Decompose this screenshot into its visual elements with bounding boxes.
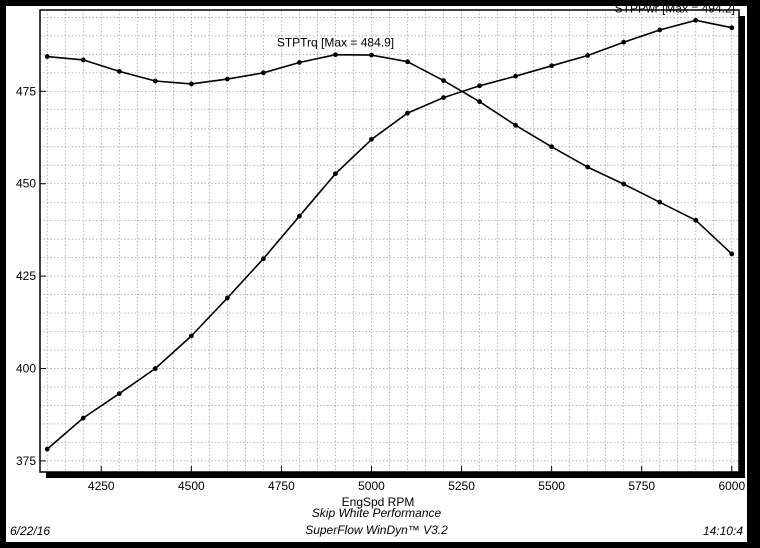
data-point-stppwr	[657, 27, 663, 33]
data-point-stppwr	[513, 73, 519, 79]
data-point-stppwr	[333, 171, 338, 177]
data-point-stptrq	[477, 99, 482, 105]
data-point-stptrq	[224, 76, 230, 82]
y-tick-label: 425	[16, 269, 36, 283]
footer-company: Skip White Performance	[311, 506, 442, 520]
plot-shadow-bottom	[46, 472, 745, 478]
data-point-stptrq	[188, 81, 194, 87]
footer-time: 14:10:4	[702, 524, 743, 538]
data-point-stppwr	[405, 110, 410, 116]
data-point-stppwr	[116, 391, 122, 397]
data-point-stppwr	[477, 83, 482, 89]
x-tick-label: 4250	[88, 479, 115, 493]
chart-frame: 4250 4500 4750 5000 5250 5500 5750 6000 375 400 4…	[6, 6, 747, 542]
data-point-stppwr	[80, 415, 86, 421]
data-point-stppwr	[224, 295, 230, 301]
data-point-stptrq	[405, 59, 410, 65]
data-point-stptrq	[441, 78, 446, 83]
series-annotation-stppwr: STPPwr [Max = 494.2]	[615, 6, 735, 15]
data-point-stptrq	[260, 70, 266, 76]
y-tick-label: 375	[16, 454, 36, 468]
data-point-stptrq	[585, 164, 591, 170]
data-point-stppwr	[260, 256, 266, 262]
data-point-stptrq	[297, 60, 302, 65]
x-tick-label: 4750	[268, 479, 295, 493]
data-point-stppwr	[549, 63, 555, 69]
data-point-stppwr	[621, 39, 627, 45]
x-tick-label: 4500	[178, 479, 205, 493]
series-layer: STPTrq [Max = 484.9] STPPwr [Max = 494.2]	[44, 6, 735, 452]
data-point-stptrq	[513, 122, 519, 128]
x-tick-label: 5000	[358, 479, 385, 493]
footer-software: SuperFlow WinDyn™ V3.2	[305, 523, 448, 537]
footer-date: 6/22/16	[10, 524, 51, 538]
data-point-stptrq	[333, 52, 338, 58]
data-point-stptrq	[657, 199, 663, 205]
x-axis-label: EngSpd RPM	[342, 495, 415, 509]
data-point-stppwr	[297, 213, 302, 219]
data-point-stppwr	[441, 95, 446, 100]
data-point-stptrq	[152, 78, 158, 84]
series-line-stptrq	[47, 53, 733, 255]
y-tick-label: 475	[16, 84, 36, 98]
data-point-stptrq	[369, 52, 374, 58]
data-point-stppwr	[44, 446, 50, 452]
grid-lines	[40, 10, 739, 472]
x-tick-label: 6000	[718, 479, 745, 493]
data-point-stptrq	[693, 217, 699, 223]
data-point-stppwr	[693, 17, 699, 23]
x-axis-ticks: 4250 4500 4750 5000 5250 5500 5750 6000	[88, 466, 745, 493]
data-point-stptrq	[116, 68, 122, 74]
data-point-stptrq	[621, 181, 627, 187]
y-tick-label: 450	[16, 177, 36, 191]
data-point-stptrq	[729, 251, 735, 257]
x-tick-label: 5250	[448, 479, 475, 493]
data-point-stppwr	[188, 333, 194, 339]
data-point-stppwr	[152, 366, 158, 371]
y-axis-ticks: 375 400 425 450 475	[16, 84, 46, 468]
data-point-stptrq	[80, 57, 86, 63]
series-line-stppwr	[46, 19, 732, 450]
x-tick-label: 5750	[628, 479, 655, 493]
dyno-chart: 4250 4500 4750 5000 5250 5500 5750 6000 375 400 4…	[16, 6, 745, 509]
plot-shadow-right	[739, 16, 745, 478]
x-tick-label: 5500	[538, 479, 565, 493]
data-point-stppwr	[585, 53, 591, 58]
data-point-stptrq	[44, 54, 50, 59]
series-annotation-stptrq: STPTrq [Max = 484.9]	[277, 36, 394, 50]
data-point-stptrq	[549, 144, 555, 150]
plot-shadow	[46, 16, 745, 478]
data-point-stppwr	[369, 136, 374, 142]
y-tick-label: 400	[16, 362, 36, 376]
data-point-stppwr	[729, 25, 735, 31]
